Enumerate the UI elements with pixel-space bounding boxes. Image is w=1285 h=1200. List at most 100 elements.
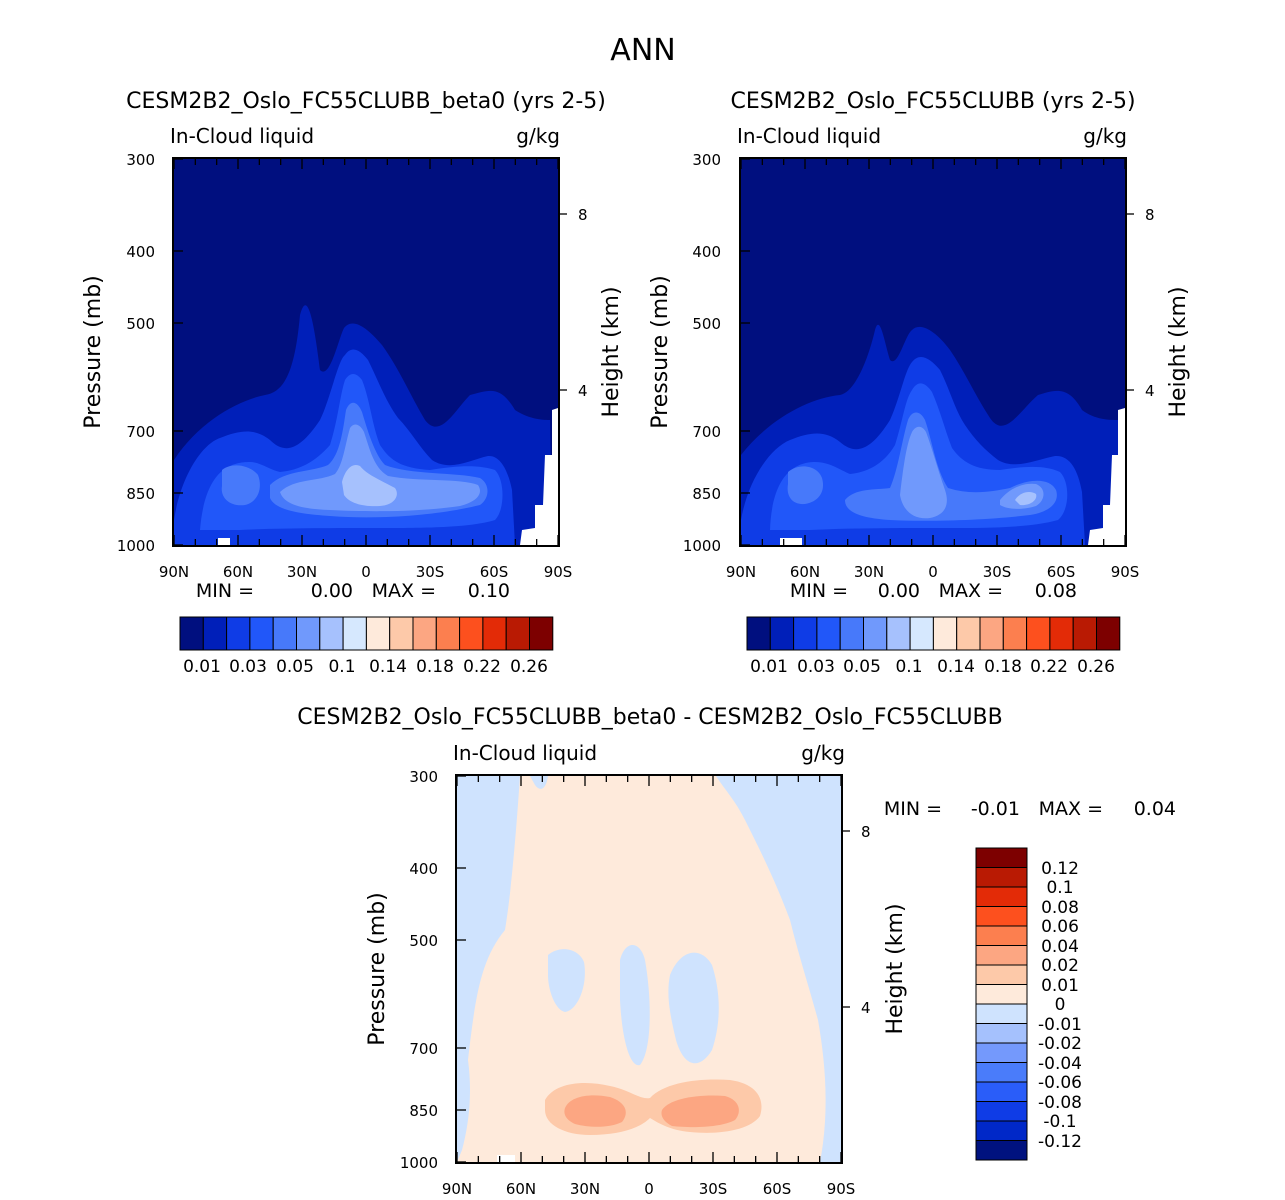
colorbar-swatch [975,964,1028,985]
colorbar-swatch [839,616,865,651]
colorbar-swatch [975,945,1028,966]
colorbar-swatch [975,984,1028,1005]
colorbar-swatch [505,616,531,651]
panel-3-colorbar-labels: 0.12 0.1 0.08 0.06 0.04 0.02 0.01 0 -0.0… [1038,859,1082,1152]
panel-2-ticks [740,158,1134,546]
panel-1-colorbar-label: 0.05 [276,657,314,677]
panel-3-min-value: -0.01 [971,798,1020,820]
colorbar-swatch [975,886,1028,907]
colorbar-swatch [746,616,771,651]
colorbar-swatch [342,616,367,651]
panel-3-colorbar-label: 0.02 [1041,956,1079,976]
panel-1-height-tick-label: 4 [578,382,588,400]
colorbar-swatch [975,1003,1028,1024]
colorbar-swatch [975,847,1028,868]
panel-2-xtick-label: 0 [928,563,938,581]
panel-2-level-6 [900,426,947,519]
panel-2-xtick-label: 60N [790,563,820,581]
colorbar-swatch [979,616,1004,651]
panel-2-right-axis-label: Height (km) [1166,286,1191,417]
panel-3-colorbar-label: -0.08 [1038,1093,1082,1113]
colorbar-swatch [975,1023,1028,1044]
panel-2-ytick-label: 1000 [683,537,721,555]
panel-1-xtick-label: 60S [480,563,509,581]
panel-3-x-tick-labels: 90N 60N 30N 0 30S 60S 90S [442,1180,855,1198]
panel-3-negative-top-left [530,776,548,789]
panel-1-xtick-label: 60N [223,563,253,581]
panel-2-xtick-label: 30N [854,563,884,581]
panel-3-height-tick-label: 4 [861,999,871,1017]
panel-3-ytick-label: 850 [409,1102,438,1120]
panel-1-ytick-label: 500 [126,315,155,333]
panel-2-colorbar-labels: 0.01 0.03 0.05 0.1 0.14 0.18 0.22 0.26 [750,657,1115,677]
panel-3-colorbar-label: 0.08 [1041,898,1079,918]
panel-3-ticks [456,775,850,1163]
panel-3-max-label: MAX = [1039,798,1103,820]
panel-1-white-gap [218,538,230,545]
panel-3-negative-mid3 [620,945,650,1066]
panel-2-ytick-label: 850 [692,485,721,503]
panel-3-xtick-label: 90N [442,1180,472,1198]
panel-3-title: CESM2B2_Oslo_FC55CLUBB_beta0 - CESM2B2_O… [297,705,1002,730]
panel-3-colorbar-label: -0.06 [1038,1073,1082,1093]
panel-3-negative-mid2 [548,949,585,1012]
panel-2-xtick-label: 90S [1111,563,1140,581]
panel-3-colorbar [975,847,1028,1161]
panel-1-xtick-label: 90S [544,563,573,581]
panel-2-ytick-label: 500 [692,315,721,333]
panel-3-units: g/kg [801,741,845,765]
panel-3-pos-level-3a [564,1095,626,1127]
panel-2-contours [741,159,1125,545]
panel-3-colorbar-label: -0.01 [1038,1015,1082,1035]
panel-1-colorbar-label: 0.03 [229,657,267,677]
colorbar-swatch [886,616,911,651]
panel-1-ytick-label: 1000 [117,537,155,555]
colorbar-swatch [975,1042,1028,1063]
panel-3-ytick-label: 700 [409,1040,438,1058]
panel-1-right-axis-label: Height (km) [599,286,624,417]
panel-1-colorbar-label: 0.18 [416,657,454,677]
panel-3-ytick-label: 400 [409,860,438,878]
panel-3-xtick-label: 30S [699,1180,728,1198]
panel-2-colorbar-label: 0.1 [895,657,922,677]
panel-3-ytick-label: 1000 [400,1154,438,1172]
panel-1-colorbar-label: 0.26 [510,657,548,677]
panel-2-colorbar-label: 0.14 [937,657,975,677]
panel-1-xtick-label: 90N [159,563,189,581]
panel-2-variable: In-Cloud liquid [737,124,881,148]
colorbar-swatch [202,616,228,651]
colorbar-swatch [1002,616,1028,651]
panel-3: CESM2B2_Oslo_FC55CLUBB_beta0 - CESM2B2_O… [297,705,1176,1198]
panel-3-negative-left [457,776,520,1162]
panel-2-level-5a [787,466,824,505]
panel-2-level-7 [1015,492,1037,506]
panel-3-min-label: MIN = [884,798,942,820]
colorbar-swatch [975,1062,1028,1083]
colorbar-swatch [1026,616,1051,651]
panel-2-colorbar [746,616,1121,651]
colorbar-swatch [1096,616,1121,651]
colorbar-swatch [975,1101,1028,1122]
panel-3-ytick-label: 500 [409,932,438,950]
panel-2-max-value: 0.08 [1035,580,1077,602]
colorbar-swatch [932,616,958,651]
panel-3-xtick-label: 90S [827,1180,856,1198]
panel-1-y-tick-labels: 300 400 500 700 850 1000 [117,151,155,555]
colorbar-swatch [975,1140,1028,1161]
page-title: ANN [610,33,675,68]
panel-1-xtick-label: 30S [416,563,445,581]
panel-1-y-axis-label: Pressure (mb) [81,275,106,429]
panel-1-title: CESM2B2_Oslo_FC55CLUBB_beta0 (yrs 2-5) [126,89,606,114]
panel-1-max-value: 0.10 [468,580,510,602]
panel-1-white-bottom [520,408,558,545]
panel-3-colorbar-label: -0.12 [1038,1132,1082,1152]
colorbar-swatch [956,616,981,651]
panel-3-variable: In-Cloud liquid [453,741,597,765]
panel-1-ytick-label: 400 [126,243,155,261]
panel-2-ytick-label: 700 [692,423,721,441]
panel-3-max-value: 0.04 [1134,798,1176,820]
panel-2-white-bottom [1088,408,1125,545]
panel-3-ytick-label: 300 [409,768,438,786]
colorbar-swatch [389,616,414,651]
